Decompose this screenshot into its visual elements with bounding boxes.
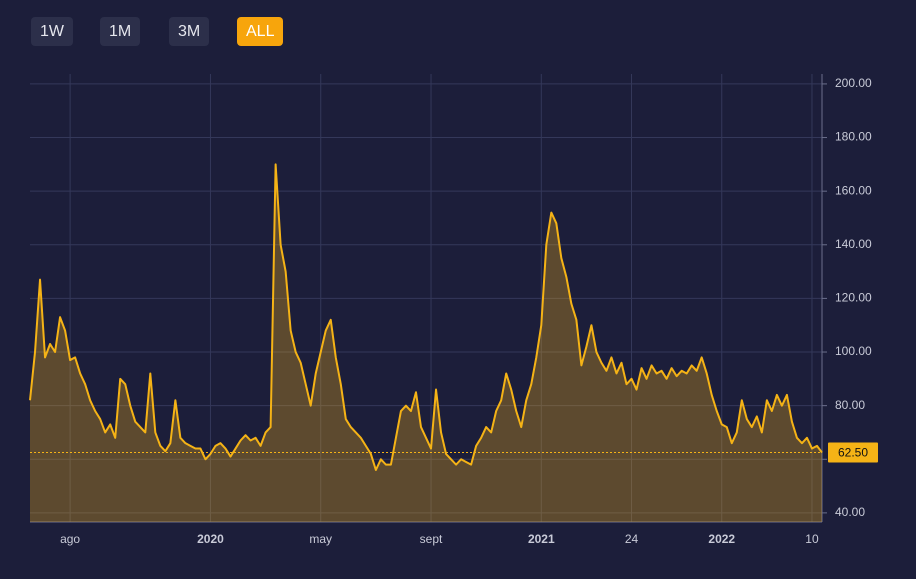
y-tick-label: 200.00	[835, 76, 872, 90]
x-tick-label: 2020	[197, 532, 224, 546]
last-price-label: 62.50	[838, 446, 868, 460]
area-fill	[30, 164, 822, 522]
y-tick-label: 100.00	[835, 344, 872, 358]
range-button[interactable]: 1W	[31, 17, 73, 46]
y-tick-label: 120.00	[835, 291, 872, 305]
last-price-box	[828, 442, 878, 463]
x-tick-label: sept	[420, 532, 443, 546]
x-tick-label: 10	[805, 532, 819, 546]
range-button[interactable]: 3M	[169, 17, 210, 46]
range-button[interactable]: ALL	[237, 17, 284, 46]
y-tick-label: 80.00	[835, 398, 865, 412]
y-tick-label: 180.00	[835, 130, 872, 144]
range-button[interactable]: 1M	[100, 17, 141, 46]
x-tick-label: 2021	[528, 532, 555, 546]
x-tick-label: may	[309, 532, 332, 546]
x-tick-label: 24	[625, 532, 639, 546]
y-tick-label: 140.00	[835, 237, 872, 251]
y-tick-label: 40.00	[835, 505, 865, 519]
price-line	[29, 163, 823, 471]
y-tick-label: 160.00	[835, 183, 872, 197]
x-tick-label: 2022	[708, 532, 735, 546]
x-tick-label: ago	[60, 532, 80, 546]
